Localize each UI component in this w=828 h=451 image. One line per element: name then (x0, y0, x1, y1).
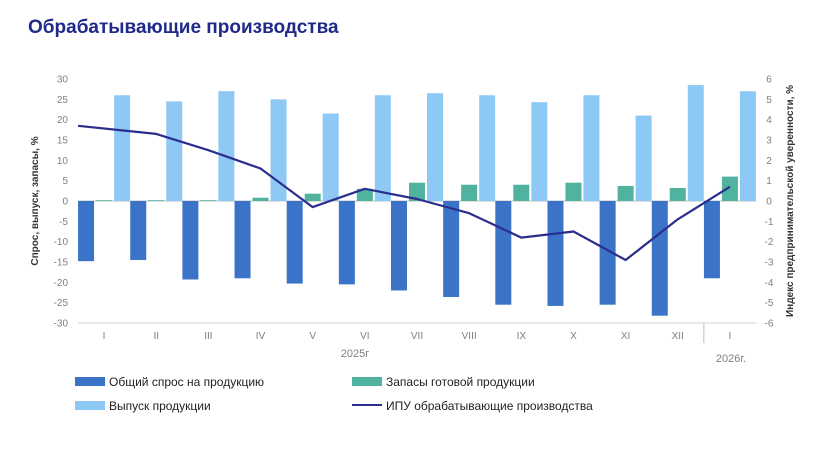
y2-tick-label: 5 (766, 95, 772, 106)
y2-tick-label: 0 (766, 197, 772, 208)
bar-demand (703, 201, 720, 279)
legend-label-output: Выпуск продукции (109, 399, 211, 413)
y2-tick-label: 3 (766, 136, 772, 147)
bar-demand (182, 201, 199, 280)
bar-output (583, 95, 600, 201)
bar-stocks (252, 197, 269, 201)
x-tick-label: VIII (462, 331, 477, 342)
bar-stocks (461, 184, 478, 201)
x-tick-label: I (729, 331, 732, 342)
bar-stocks (513, 184, 530, 201)
bar-stocks (617, 185, 634, 201)
y2-tick-label: -2 (765, 237, 774, 248)
bar-output (635, 115, 652, 201)
bar-stocks (304, 193, 321, 201)
bar-output (218, 91, 235, 201)
y-tick-label: -30 (54, 319, 69, 330)
y-tick-label: 5 (62, 176, 68, 187)
y2-tick-label: -4 (765, 278, 774, 289)
x-tick-label: IV (256, 331, 266, 342)
bar-demand (599, 201, 616, 305)
bar-output (374, 95, 391, 201)
bar-demand (391, 201, 407, 291)
x-tick-label: II (153, 331, 159, 342)
y2-tick-label: 1 (766, 176, 772, 187)
legend-label-stocks: Запасы готовой продукции (386, 375, 535, 389)
y-tick-label: -5 (59, 217, 68, 228)
y2-tick-label: 6 (766, 75, 772, 86)
x-tick-label: VII (411, 331, 423, 342)
x-tick-label: III (204, 331, 212, 342)
legend: Общий спрос на продукцию Запасы готовой … (75, 375, 593, 413)
bar-output (739, 91, 756, 201)
legend-label-ipu: ИПУ обрабатывающие производства (386, 399, 593, 413)
bar-output (322, 113, 339, 201)
x-tick-label: VI (360, 331, 369, 342)
bar-stocks (669, 187, 686, 201)
bar-output (166, 101, 183, 201)
y2-tick-label: -3 (765, 258, 774, 269)
chart-title: Обрабатывающие производства (28, 17, 339, 38)
bar-demand (78, 201, 95, 262)
line-layer (77, 124, 731, 262)
bar-stocks (721, 176, 738, 201)
legend-swatch-output (75, 401, 105, 410)
y-tick-label: 20 (57, 115, 69, 126)
group-label-2026: 2026г. (716, 353, 746, 365)
bar-stocks (200, 200, 217, 201)
bar-stocks (565, 182, 582, 201)
bar-demand (651, 201, 668, 316)
y-tick-label: -25 (54, 298, 69, 309)
y-tick-label: -20 (54, 278, 69, 289)
y-axis-label: Спрос, выпуск, запасы, % (30, 136, 41, 265)
line-ipu (77, 124, 731, 262)
y-tick-label: 15 (57, 136, 69, 147)
y2-tick-label: -6 (765, 319, 774, 330)
bar-demand (495, 201, 512, 305)
x-tick-label: X (570, 331, 577, 342)
bar-stocks (96, 200, 113, 201)
ticks-layer: 302520151050-5-10-15-20-25-306543210-1-2… (54, 75, 774, 343)
legend-swatch-demand (75, 377, 105, 386)
y2-tick-label: -5 (765, 298, 774, 309)
bar-stocks (409, 182, 425, 201)
bar-output (427, 93, 443, 201)
y2-axis-label: Индекс предпринимательской уверенности, … (785, 85, 796, 317)
bar-output (687, 85, 704, 201)
bar-demand (130, 201, 147, 260)
x-tick-label: XII (672, 331, 684, 342)
y-tick-label: -15 (54, 258, 69, 269)
bar-demand (286, 201, 303, 284)
bar-demand (443, 201, 460, 297)
x-tick-label: IX (517, 331, 527, 342)
y-tick-label: 10 (57, 156, 69, 167)
x-tick-label: I (103, 331, 106, 342)
y-tick-label: 25 (57, 95, 69, 106)
x-tick-label: XI (621, 331, 630, 342)
bar-stocks (356, 188, 373, 201)
x-tick-label: V (309, 331, 316, 342)
bars-layer (78, 85, 756, 316)
bar-demand (234, 201, 251, 279)
legend-swatch-stocks (352, 377, 382, 386)
bar-output (479, 95, 496, 201)
y2-tick-label: -1 (765, 217, 774, 228)
y-tick-label: 0 (62, 197, 68, 208)
bar-output (114, 95, 131, 201)
bar-output (270, 99, 287, 201)
bar-stocks (148, 200, 165, 201)
legend-label-demand: Общий спрос на продукцию (109, 375, 264, 389)
bar-output (531, 102, 548, 201)
y2-tick-label: 2 (766, 156, 772, 167)
bar-demand (547, 201, 564, 306)
group-label-2025: 2025г (341, 348, 369, 360)
y-tick-label: -10 (54, 237, 69, 248)
y2-tick-label: 4 (766, 115, 772, 126)
bar-demand (338, 201, 355, 285)
y-tick-label: 30 (57, 75, 69, 86)
